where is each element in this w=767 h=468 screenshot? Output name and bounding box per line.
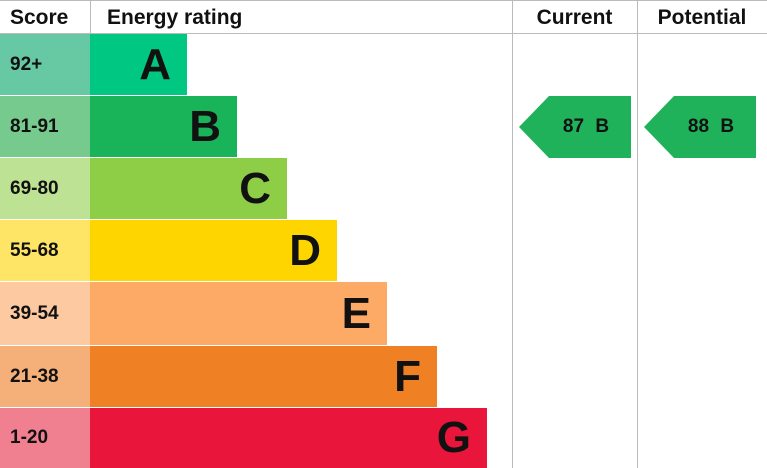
score-range-a: 92+ (0, 34, 90, 95)
score-range-b: 81-91 (0, 96, 90, 157)
rating-bar-d: D (90, 220, 337, 281)
current-header: Current (536, 6, 613, 29)
rating-bar-e: E (90, 282, 387, 345)
score-range-c: 69-80 (0, 158, 90, 219)
rating-bar-b: B (90, 96, 237, 157)
score-range-f: 21-38 (0, 346, 90, 407)
potential-header: Potential (657, 6, 747, 29)
score-range-d: 55-68 (0, 220, 90, 281)
rating-bar-a: A (90, 34, 187, 95)
rating-bar-g: G (90, 408, 487, 468)
rating-bar-c: C (90, 158, 287, 219)
current-rating-arrow: 87 B (519, 96, 631, 158)
header-divider (0, 33, 767, 34)
score-range-g: 1-20 (0, 408, 90, 468)
potential-rating-arrow: 88 B (644, 96, 756, 158)
column-divider (637, 0, 638, 468)
column-divider (90, 0, 91, 34)
score-range-e: 39-54 (0, 282, 90, 345)
column-divider (512, 0, 513, 468)
rating-bar-f: F (90, 346, 437, 407)
top-border (0, 0, 767, 1)
energy-rating-header: Energy rating (107, 6, 243, 29)
score-header: Score (10, 6, 69, 29)
